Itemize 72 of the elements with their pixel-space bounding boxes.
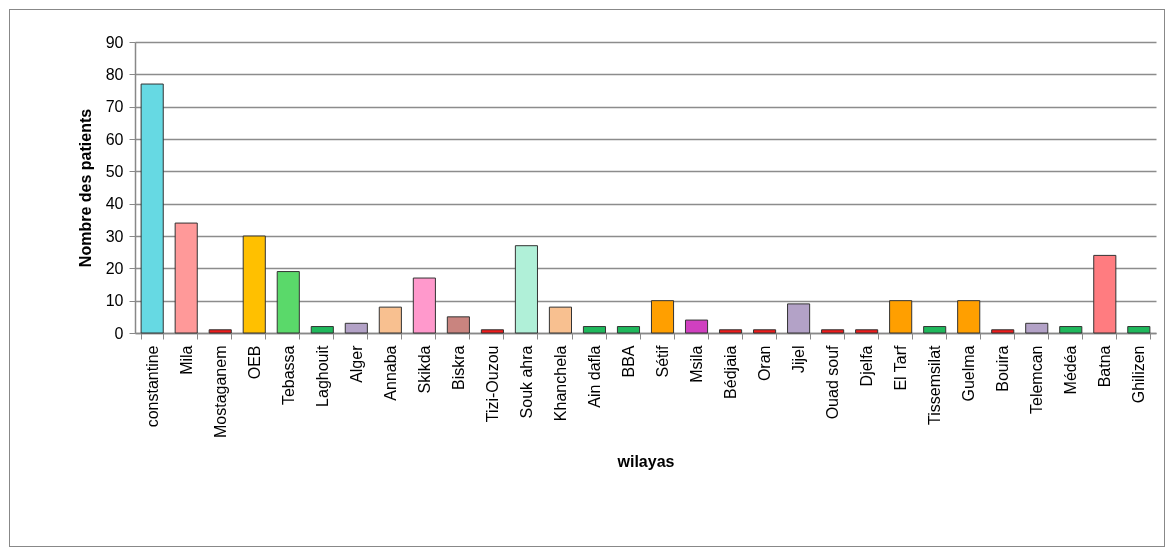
x-tick-label: Tebassa — [279, 345, 297, 406]
x-tick-label: Laghouit — [313, 344, 331, 407]
bar — [855, 329, 879, 334]
x-tick-label: Jijel — [790, 345, 808, 374]
bar — [1127, 326, 1151, 334]
x-tick-label: Alger — [347, 344, 365, 383]
bar — [140, 83, 164, 334]
bar — [514, 245, 538, 334]
x-tick-label: Batna — [1096, 345, 1114, 388]
bar — [957, 300, 981, 334]
x-tick-label: El Tarf — [892, 344, 910, 391]
bar — [344, 322, 368, 334]
y-tick-label: 20 — [105, 259, 124, 277]
bar — [480, 329, 504, 334]
bar — [310, 326, 334, 334]
x-tick-label: Ouad souf — [824, 344, 842, 420]
bar — [889, 300, 913, 334]
x-tick-label: Mostaganem — [211, 345, 229, 438]
x-tick-label: Sétif — [654, 344, 672, 378]
x-tick-label: Skikda — [415, 345, 433, 394]
bar — [548, 306, 572, 334]
bar — [787, 303, 811, 334]
y-tick-label: 50 — [105, 162, 124, 180]
x-tick-label: Msila — [688, 345, 706, 383]
x-tick-label: constantine — [143, 345, 161, 428]
x-tick-label: Oran — [756, 345, 774, 382]
bar — [1093, 254, 1117, 334]
x-tick-label: Djelfa — [858, 345, 876, 387]
bar — [276, 271, 300, 334]
y-tick-label: 30 — [105, 227, 124, 245]
x-axis-title: wilayas — [616, 452, 675, 470]
bar — [208, 329, 232, 334]
bar — [991, 329, 1015, 334]
x-tick-label: Biskra — [449, 345, 467, 390]
y-tick-label: 90 — [105, 33, 124, 51]
y-tick-label: 80 — [105, 65, 124, 83]
bar — [1025, 322, 1049, 334]
y-tick-label: 10 — [105, 292, 124, 310]
bar — [174, 222, 198, 334]
bar — [616, 326, 641, 334]
x-tick-label: Bédjaia — [722, 345, 740, 399]
bar — [412, 277, 436, 334]
bar — [378, 306, 402, 334]
bar — [1059, 326, 1083, 334]
x-tick-label: Médéa — [1062, 345, 1080, 395]
x-tick-label: Ghilizen — [1130, 345, 1148, 404]
y-tick-label: 60 — [105, 130, 124, 148]
x-tick-label: Guelma — [960, 345, 978, 402]
bar — [242, 235, 266, 334]
x-tick-label: Tissemsilat — [926, 344, 944, 425]
x-tick-label: Bouira — [994, 345, 1012, 392]
x-tick-label: Khanchela — [551, 345, 569, 422]
x-tick-label: Telemcan — [1028, 345, 1046, 414]
y-tick-label: 0 — [114, 324, 124, 342]
bar — [719, 329, 743, 334]
bar — [753, 329, 777, 334]
x-tick-label: BBA — [619, 345, 637, 378]
y-tick-label: 40 — [105, 195, 124, 213]
bar — [582, 326, 607, 334]
x-tick-label: Ain dafla — [585, 345, 603, 408]
bar — [923, 326, 947, 334]
y-tick-label: 70 — [105, 98, 124, 116]
x-tick-label: OEB — [245, 345, 263, 380]
bar — [446, 316, 470, 334]
y-axis-title: Nombre des patients — [76, 108, 94, 268]
x-tick-label: Souk ahra — [517, 345, 535, 419]
x-tick-label: Mila — [177, 345, 195, 375]
x-tick-label: Tizi-Ouzou — [483, 345, 501, 423]
bar — [650, 300, 675, 334]
bar — [821, 329, 845, 334]
bar — [684, 319, 709, 334]
x-tick-label: Annaba — [381, 345, 399, 401]
